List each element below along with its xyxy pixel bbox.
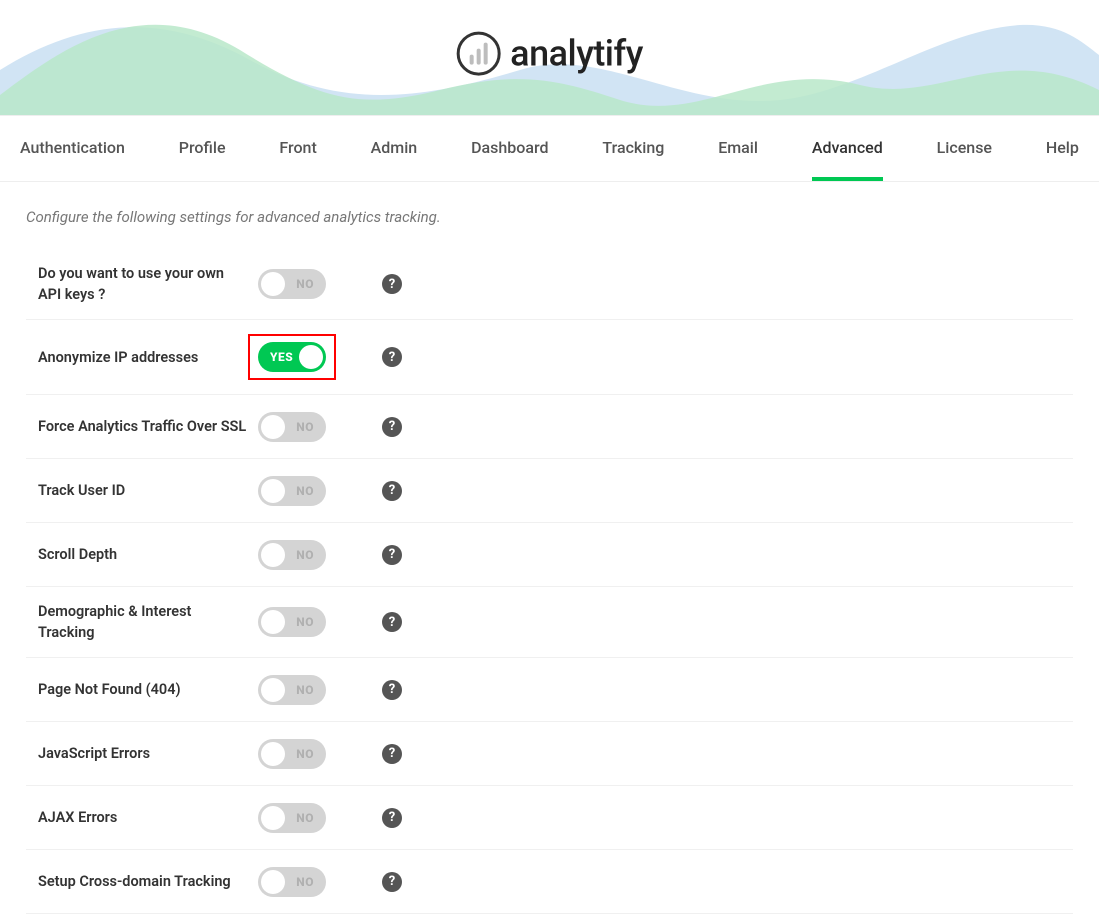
toggle-page-not-found[interactable]: NO [258, 675, 326, 705]
toggle-knob [261, 806, 285, 830]
setting-control: NO [258, 607, 368, 637]
setting-row-track-user-id: Track User ID NO? [26, 459, 1073, 523]
toggle-knob [261, 415, 285, 439]
help-icon[interactable]: ? [382, 744, 402, 764]
help-icon[interactable]: ? [382, 417, 402, 437]
setting-row-own-api-keys: Do you want to use your own API keys ? NO… [26, 248, 1073, 320]
setting-control: YES [258, 334, 368, 380]
toggle-knob [299, 345, 323, 369]
tab-front[interactable]: Front [279, 116, 316, 181]
setting-help: ? [368, 545, 402, 565]
brand-logo: analytify [456, 31, 643, 75]
help-icon[interactable]: ? [382, 545, 402, 565]
help-icon[interactable]: ? [382, 274, 402, 294]
toggle-knob [261, 610, 285, 634]
toggle-knob [261, 272, 285, 296]
tab-email[interactable]: Email [718, 116, 758, 181]
setting-help: ? [368, 347, 402, 367]
toggle-cross-domain[interactable]: NO [258, 867, 326, 897]
toggle-knob [261, 479, 285, 503]
setting-label: Do you want to use your own API keys ? [38, 263, 258, 305]
toggle-state-label: NO [296, 548, 314, 562]
brand-icon [456, 31, 500, 75]
toggle-state-label: NO [296, 615, 314, 629]
setting-label: Force Analytics Traffic Over SSL [38, 416, 258, 437]
setting-help: ? [368, 417, 402, 437]
toggle-knob [261, 742, 285, 766]
help-icon[interactable]: ? [382, 481, 402, 501]
toggle-knob [261, 870, 285, 894]
toggle-state-label: NO [296, 277, 314, 291]
setting-label: Anonymize IP addresses [38, 347, 258, 368]
setting-control: NO [258, 803, 368, 833]
toggle-anonymize-ip[interactable]: YES [258, 342, 326, 372]
setting-help: ? [368, 680, 402, 700]
setting-row-ajax-errors: AJAX Errors NO? [26, 786, 1073, 850]
setting-label: JavaScript Errors [38, 743, 258, 764]
setting-control: NO [258, 476, 368, 506]
setting-row-force-ssl: Force Analytics Traffic Over SSL NO? [26, 395, 1073, 459]
setting-control: NO [258, 675, 368, 705]
tab-admin[interactable]: Admin [371, 116, 418, 181]
brand-name: analytify [510, 32, 643, 74]
toggle-force-ssl[interactable]: NO [258, 412, 326, 442]
toggle-state-label: NO [296, 420, 314, 434]
toggle-state-label: YES [270, 350, 293, 364]
setting-row-anonymize-ip: Anonymize IP addresses YES? [26, 320, 1073, 395]
setting-help: ? [368, 274, 402, 294]
tab-help[interactable]: Help [1046, 116, 1079, 181]
tab-advanced[interactable]: Advanced [812, 116, 883, 181]
help-icon[interactable]: ? [382, 680, 402, 700]
setting-label: Demographic & Interest Tracking [38, 601, 258, 643]
setting-control: NO [258, 867, 368, 897]
header-banner: analytify [0, 0, 1099, 115]
settings-list: Do you want to use your own API keys ? NO… [26, 248, 1073, 914]
setting-control: NO [258, 739, 368, 769]
setting-label: Page Not Found (404) [38, 679, 258, 700]
help-icon[interactable]: ? [382, 347, 402, 367]
highlight-box: YES [248, 334, 336, 380]
toggle-state-label: NO [296, 875, 314, 889]
content-area: Configure the following settings for adv… [0, 182, 1099, 924]
toggle-ajax-errors[interactable]: NO [258, 803, 326, 833]
setting-label: AJAX Errors [38, 807, 258, 828]
toggle-knob [261, 678, 285, 702]
toggle-state-label: NO [296, 683, 314, 697]
setting-row-cross-domain: Setup Cross-domain Tracking NO? [26, 850, 1073, 914]
intro-text: Configure the following settings for adv… [26, 208, 1073, 226]
setting-row-demographic-interest: Demographic & Interest Tracking NO? [26, 587, 1073, 658]
toggle-js-errors[interactable]: NO [258, 739, 326, 769]
setting-control: NO [258, 540, 368, 570]
help-icon[interactable]: ? [382, 808, 402, 828]
setting-control: NO [258, 269, 368, 299]
setting-help: ? [368, 612, 402, 632]
toggle-state-label: NO [296, 811, 314, 825]
tab-dashboard[interactable]: Dashboard [471, 116, 548, 181]
help-icon[interactable]: ? [382, 612, 402, 632]
tabs-nav: Authentication Profile Front Admin Dashboard… [0, 115, 1099, 182]
toggle-scroll-depth[interactable]: NO [258, 540, 326, 570]
toggle-track-user-id[interactable]: NO [258, 476, 326, 506]
tab-profile[interactable]: Profile [179, 116, 226, 181]
setting-help: ? [368, 481, 402, 501]
setting-label: Setup Cross-domain Tracking [38, 871, 258, 892]
toggle-state-label: NO [296, 747, 314, 761]
setting-row-js-errors: JavaScript Errors NO? [26, 722, 1073, 786]
toggle-state-label: NO [296, 484, 314, 498]
setting-label: Track User ID [38, 480, 258, 501]
setting-help: ? [368, 744, 402, 764]
setting-help: ? [368, 808, 402, 828]
tab-tracking[interactable]: Tracking [602, 116, 664, 181]
help-icon[interactable]: ? [382, 872, 402, 892]
setting-help: ? [368, 872, 402, 892]
tab-license[interactable]: License [937, 116, 992, 181]
setting-label: Scroll Depth [38, 544, 258, 565]
toggle-own-api-keys[interactable]: NO [258, 269, 326, 299]
tab-authentication[interactable]: Authentication [20, 116, 125, 181]
setting-row-page-not-found: Page Not Found (404) NO? [26, 658, 1073, 722]
toggle-demographic-interest[interactable]: NO [258, 607, 326, 637]
setting-control: NO [258, 412, 368, 442]
toggle-knob [261, 543, 285, 567]
setting-row-scroll-depth: Scroll Depth NO? [26, 523, 1073, 587]
